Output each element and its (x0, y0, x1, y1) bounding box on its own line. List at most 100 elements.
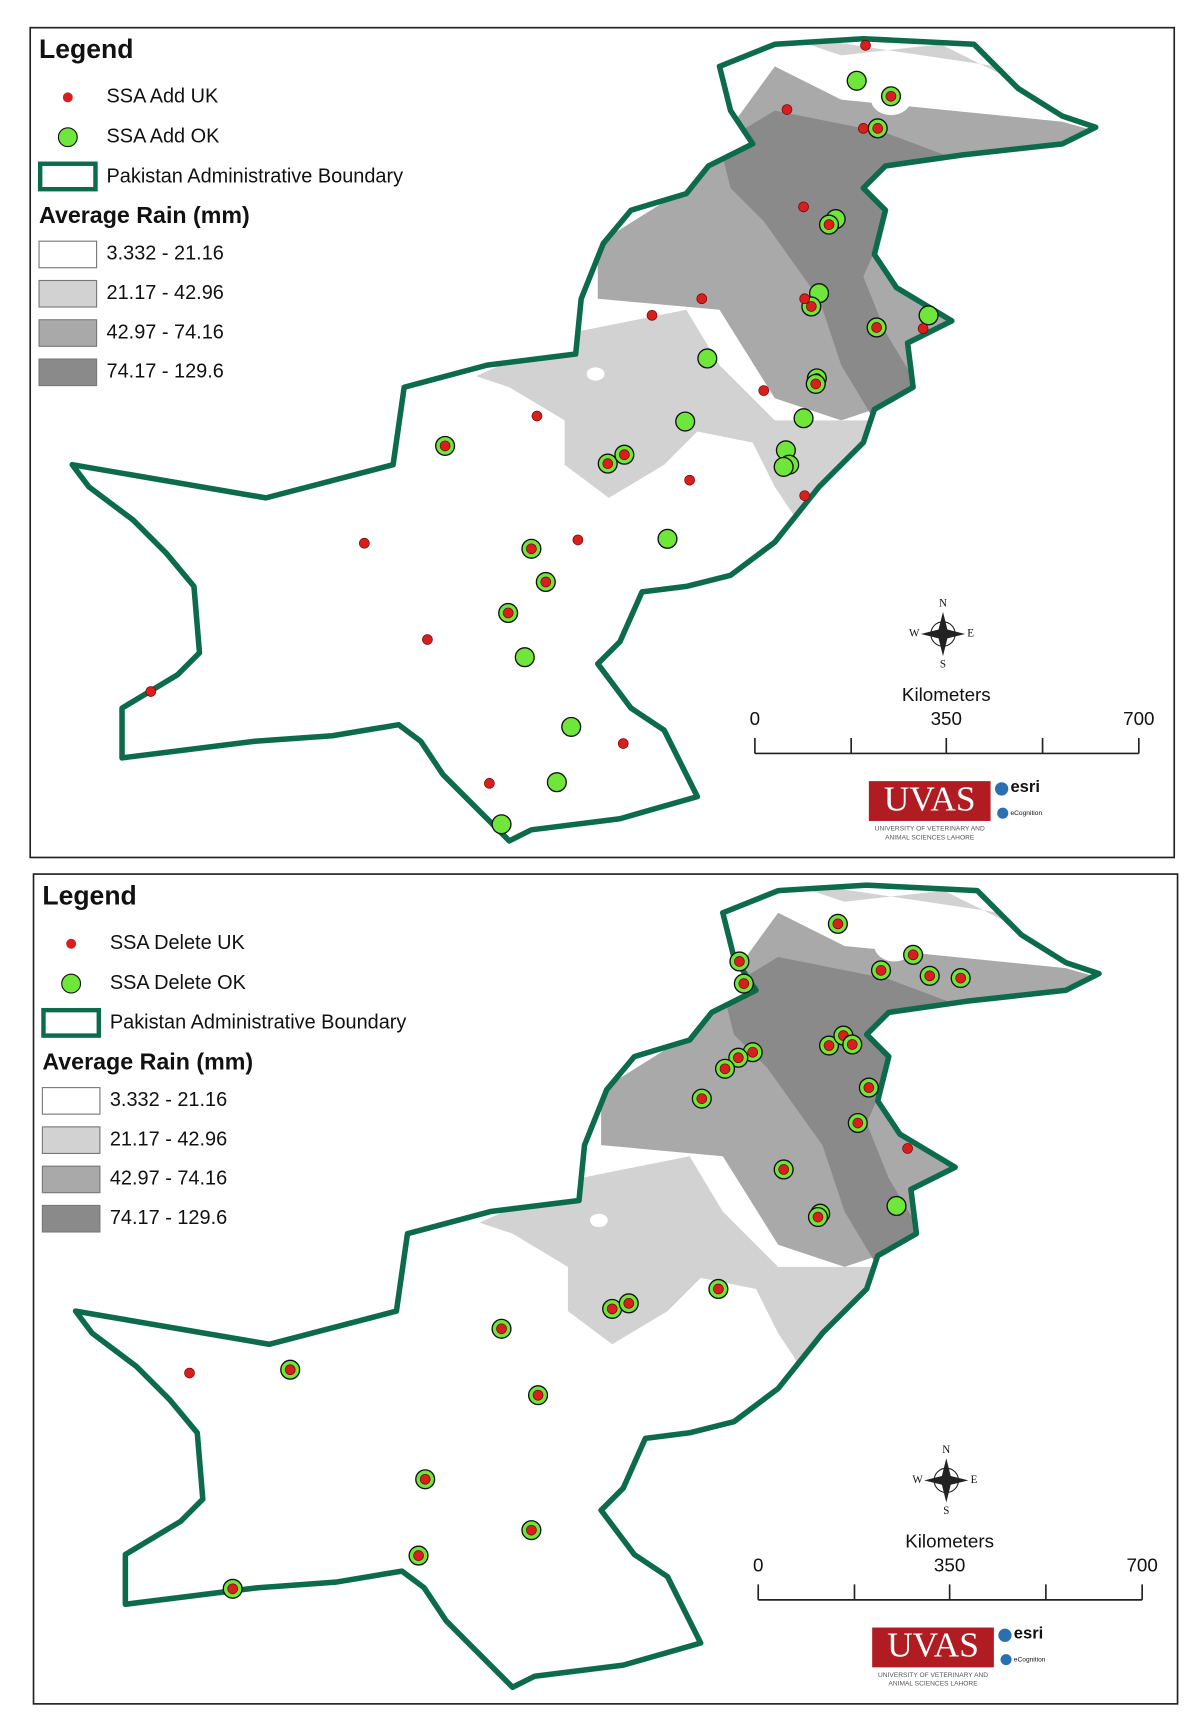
site-uk (696, 1093, 708, 1104)
site-uk (359, 537, 370, 549)
legend-ok (57, 127, 78, 148)
site-uk (413, 1550, 424, 1561)
scale-label: 0 (750, 708, 760, 729)
compass-ring (933, 1467, 960, 1494)
legend-label: Pakistan Administrative Boundary (107, 165, 404, 187)
site-uk (719, 1063, 731, 1075)
site-ok (657, 528, 678, 549)
site-uk (184, 1367, 195, 1379)
site-uk (502, 607, 514, 619)
rain-label: 21.17 - 42.96 (110, 1128, 227, 1150)
logo-ecognition: eCognition (1014, 1656, 1046, 1663)
site-uk (738, 978, 750, 989)
site-ok (918, 305, 939, 326)
logo-university: UNIVERSITY OF VETERINARY AND (878, 1672, 988, 1679)
logo-globe (1000, 1654, 1012, 1666)
site-uk (798, 201, 809, 213)
site-uk (526, 543, 537, 555)
logo-globe (997, 807, 1009, 819)
compass-w: W (909, 628, 920, 640)
site-uk (646, 310, 658, 321)
site-uk (852, 1117, 864, 1129)
site-uk (812, 1211, 824, 1223)
rain-label: 74.17 - 129.6 (107, 361, 224, 383)
zone-spot (586, 367, 605, 381)
legend-title: Legend (39, 34, 133, 64)
zone-spot (590, 1213, 608, 1228)
rain-label: 74.17 - 129.6 (110, 1207, 227, 1229)
zone-dark (722, 957, 978, 1267)
sites (145, 40, 939, 835)
site-ok (793, 408, 814, 429)
site-ok (773, 456, 794, 477)
logo-globe (994, 782, 1009, 796)
site-uk (606, 1303, 618, 1315)
site-ok (675, 411, 696, 432)
legend-label: SSA Delete UK (110, 932, 246, 954)
scale-label: 350 (934, 1555, 965, 1576)
rain-swatch (41, 1204, 101, 1233)
site-ok (514, 647, 535, 668)
site-uk (145, 686, 157, 697)
site-uk (619, 449, 630, 461)
site-uk (713, 1283, 724, 1295)
scale-label: 700 (1123, 708, 1154, 729)
site-uk (863, 1082, 875, 1093)
scale-label: 0 (753, 1555, 763, 1576)
zone-light (479, 1156, 889, 1367)
compass-star (920, 611, 966, 657)
site-uk (875, 965, 887, 976)
site-uk (227, 1583, 238, 1595)
site-uk (540, 576, 552, 588)
legend-uk (62, 92, 73, 103)
compass-star (924, 1458, 969, 1503)
rain-swatch (41, 1087, 101, 1115)
site-uk (907, 949, 919, 961)
scale-label: 350 (931, 708, 962, 729)
rain-swatch (38, 358, 98, 387)
site-uk (924, 970, 936, 982)
legend-title: Legend (42, 880, 136, 910)
site-uk (917, 323, 929, 334)
scale-unit: Kilometers (905, 1530, 994, 1551)
rain-label: 21.17 - 42.96 (107, 282, 224, 304)
compass-s: S (943, 1505, 949, 1517)
site-uk (532, 1389, 544, 1401)
site-uk (526, 1524, 537, 1536)
site-uk (758, 385, 770, 396)
rain-swatch (38, 319, 98, 347)
rain-label: 3.332 - 21.16 (107, 243, 224, 265)
site-uk (871, 322, 882, 333)
site-uk (823, 1040, 835, 1051)
site-ok (697, 348, 718, 369)
rain-swatch (38, 279, 98, 308)
site-uk (531, 410, 543, 422)
site-ok (886, 1195, 907, 1217)
site-uk (732, 1052, 744, 1064)
logo-university: ANIMAL SCIENCES LAHORE (885, 834, 975, 841)
legend-uk (66, 938, 77, 949)
legend-label: SSA Add OK (107, 125, 221, 147)
compass-n: N (939, 598, 947, 610)
rain-label: 42.97 - 74.16 (110, 1168, 227, 1190)
site-uk (496, 1323, 507, 1335)
site-uk (832, 918, 844, 930)
legend-label: Pakistan Administrative Boundary (110, 1012, 407, 1034)
logo-globe (998, 1628, 1012, 1642)
site-uk (955, 972, 967, 984)
site-uk (439, 440, 451, 452)
site-uk (799, 293, 810, 305)
legend-ok (61, 973, 82, 994)
rain-title: Average Rain (mm) (42, 1048, 253, 1074)
site-uk (623, 1298, 635, 1309)
site-uk (696, 293, 708, 305)
legend-boundary (41, 1007, 102, 1038)
compass-e: E (971, 1474, 978, 1486)
compass-n: N (942, 1444, 950, 1456)
logo-esri: esri (1014, 1624, 1043, 1643)
logo-box (872, 1627, 994, 1668)
rain-label: 3.332 - 21.16 (110, 1089, 227, 1111)
site-uk (781, 104, 793, 115)
logo-box (868, 781, 991, 821)
